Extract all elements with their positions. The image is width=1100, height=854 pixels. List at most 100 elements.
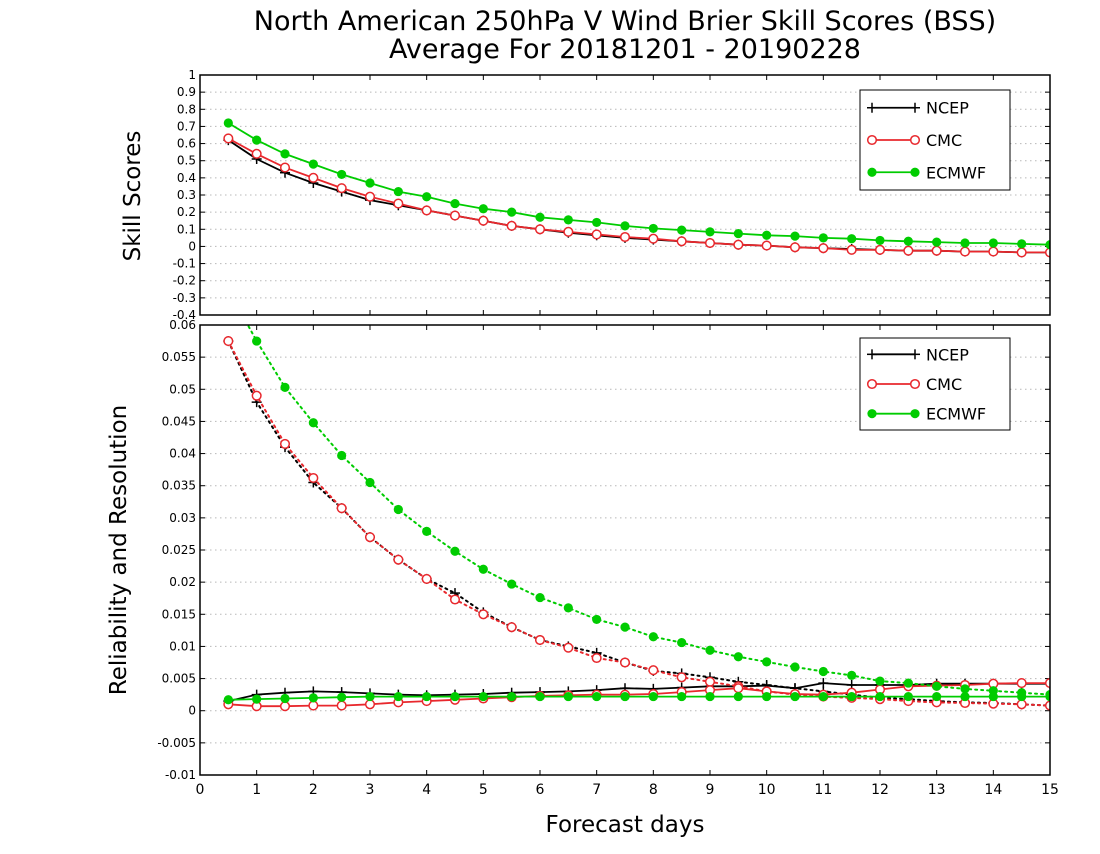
skill-score-panel: Skill Scores 1 0.9 0.8 0.7 0.6 0.5 0.4 0.3 0.2 0.… — [120, 68, 1051, 322]
series-ecmwf-resolution-point — [308, 418, 318, 428]
series-ecmwf-point — [1045, 240, 1050, 250]
legend-ecmwf-marker-right — [910, 167, 920, 177]
series-ecmwf-point — [932, 237, 942, 247]
series-ecmwf-point — [847, 234, 857, 244]
series-ecmwf-reliability-point — [932, 691, 942, 702]
series-ecmwf-point — [393, 186, 403, 197]
series-ecmwf-reliability-point — [223, 695, 233, 705]
y-tick-label: 0.5 — [177, 154, 196, 168]
series-ecmwf-reliability-point — [847, 691, 857, 702]
series-cmc-resolution-point — [421, 573, 432, 584]
series-ecmwf-resolution-point — [677, 637, 687, 648]
x-tick-label: 11 — [814, 782, 832, 798]
series-cmc-point — [223, 133, 234, 144]
series-ecmwf-point — [308, 159, 318, 169]
legend-ecmwf-marker-right — [910, 409, 920, 419]
series-ecmwf-resolution-point — [932, 681, 942, 691]
series-ecmwf-reliability-point — [308, 693, 318, 703]
series-cmc-resolution-point — [648, 665, 659, 676]
series-cmc-point — [789, 242, 801, 253]
series-cmc-reliability-point — [1016, 678, 1027, 689]
series-ecmwf-point — [422, 192, 432, 202]
series-ecmwf-reliability-point — [903, 691, 913, 702]
x-tick-label: 0 — [196, 782, 205, 798]
panel2-y-axis-label: Reliability and Resolution — [106, 405, 132, 695]
series-ecmwf-reliability-point — [620, 691, 630, 702]
series-cmc-point — [988, 246, 999, 257]
series-ecmwf-reliability-point — [1017, 691, 1027, 702]
series-cmc-point — [903, 245, 914, 256]
y-tick-label: 0.2 — [177, 205, 196, 219]
series-cmc-resolution-point — [704, 676, 716, 687]
series-cmc-resolution-point — [591, 652, 602, 664]
series-cmc-resolution-point — [563, 642, 574, 653]
series-ecmwf-point — [762, 230, 772, 240]
series-ecmwf-point — [875, 235, 885, 246]
y-tick-label: -0.2 — [173, 274, 196, 288]
series-cmc-resolution-point — [251, 390, 262, 401]
series-ecmwf-resolution-point — [507, 579, 517, 589]
series-ecmwf-resolution-point — [790, 662, 800, 672]
series-ecmwf-resolution-point — [620, 622, 630, 632]
y-tick-label: 1 — [188, 68, 196, 82]
series-ecmwf-point — [337, 169, 347, 180]
series-ecmwf-resolution-point — [705, 645, 715, 655]
series-ecmwf-point — [705, 227, 715, 237]
y-tick-label: 0.05 — [169, 382, 196, 396]
series-ecmwf-reliability-point — [422, 691, 432, 702]
y-tick-label: 0.7 — [177, 119, 196, 133]
series-cmc-point — [478, 215, 489, 226]
series-cmc-point — [336, 183, 347, 194]
series-cmc-resolution-point — [308, 472, 319, 484]
series-ecmwf-point — [1017, 239, 1027, 249]
series-ecmwf-reliability-point — [648, 691, 658, 702]
legend-cmc-marker-right — [909, 134, 921, 146]
y-tick-label: 0 — [188, 239, 196, 253]
series-cmc-point — [534, 224, 546, 235]
series-ecmwf-point — [960, 238, 970, 248]
y-tick-label: -0.4 — [173, 308, 196, 322]
y-tick-label: 0.04 — [169, 447, 196, 461]
series-cmc-point — [393, 198, 404, 209]
series-ecmwf-resolution-point — [903, 678, 913, 688]
y-tick-label: 0.01 — [169, 639, 196, 653]
x-tick-label: 1 — [252, 782, 261, 798]
y-tick-label: 0.015 — [162, 607, 196, 621]
y-tick-label: 0.03 — [169, 511, 196, 525]
series-ecmwf-reliability-point — [705, 691, 715, 702]
plot-frame — [199, 324, 1051, 776]
plot-frame — [199, 74, 1051, 316]
series-ecmwf-point — [535, 212, 545, 222]
series-ecmwf-resolution-point — [875, 676, 885, 686]
series-cmc-reliability-point — [336, 700, 347, 711]
series-ecmwf-line — [227, 122, 1050, 246]
series-ecmwf-point — [818, 233, 828, 243]
series-cmc-resolution-point — [676, 672, 687, 683]
series-ecmwf-resolution-point — [393, 504, 403, 515]
y-tick-label: 0.06 — [169, 318, 196, 332]
series-cmc-reliability-point — [279, 701, 291, 712]
legend-cmc-marker-right — [909, 378, 921, 390]
series-cmc-point — [563, 226, 574, 237]
legend-cmc-label: CMC — [926, 375, 962, 394]
series-ecmwf-point — [450, 198, 460, 209]
series-ecmwf-resolution-point — [337, 450, 347, 461]
y-tick-label: 0 — [188, 704, 196, 718]
y-tick-label: -0.1 — [173, 257, 196, 271]
reliability-resolution-panel: Reliability and Resolution 0.060.0550.05… — [106, 318, 1059, 798]
series-cmc-point — [931, 245, 942, 256]
x-tick-label: 14 — [984, 782, 1002, 798]
legend-cmc-label: CMC — [926, 131, 962, 150]
series-cmc-point — [676, 236, 687, 247]
series-cmc-point — [733, 239, 744, 250]
series-ecmwf-resolution-point — [450, 546, 460, 556]
series-ecmwf-reliability-point — [280, 693, 290, 704]
y-tick-label: 0.025 — [162, 543, 196, 557]
x-tick-label: 4 — [422, 782, 431, 798]
x-tick-label: 9 — [706, 782, 715, 798]
series-cmc-point — [449, 210, 461, 221]
x-tick-label: 3 — [366, 782, 375, 798]
series-ecmwf-reliability-point — [960, 691, 970, 702]
series-ecmwf-reliability-point — [450, 691, 460, 702]
